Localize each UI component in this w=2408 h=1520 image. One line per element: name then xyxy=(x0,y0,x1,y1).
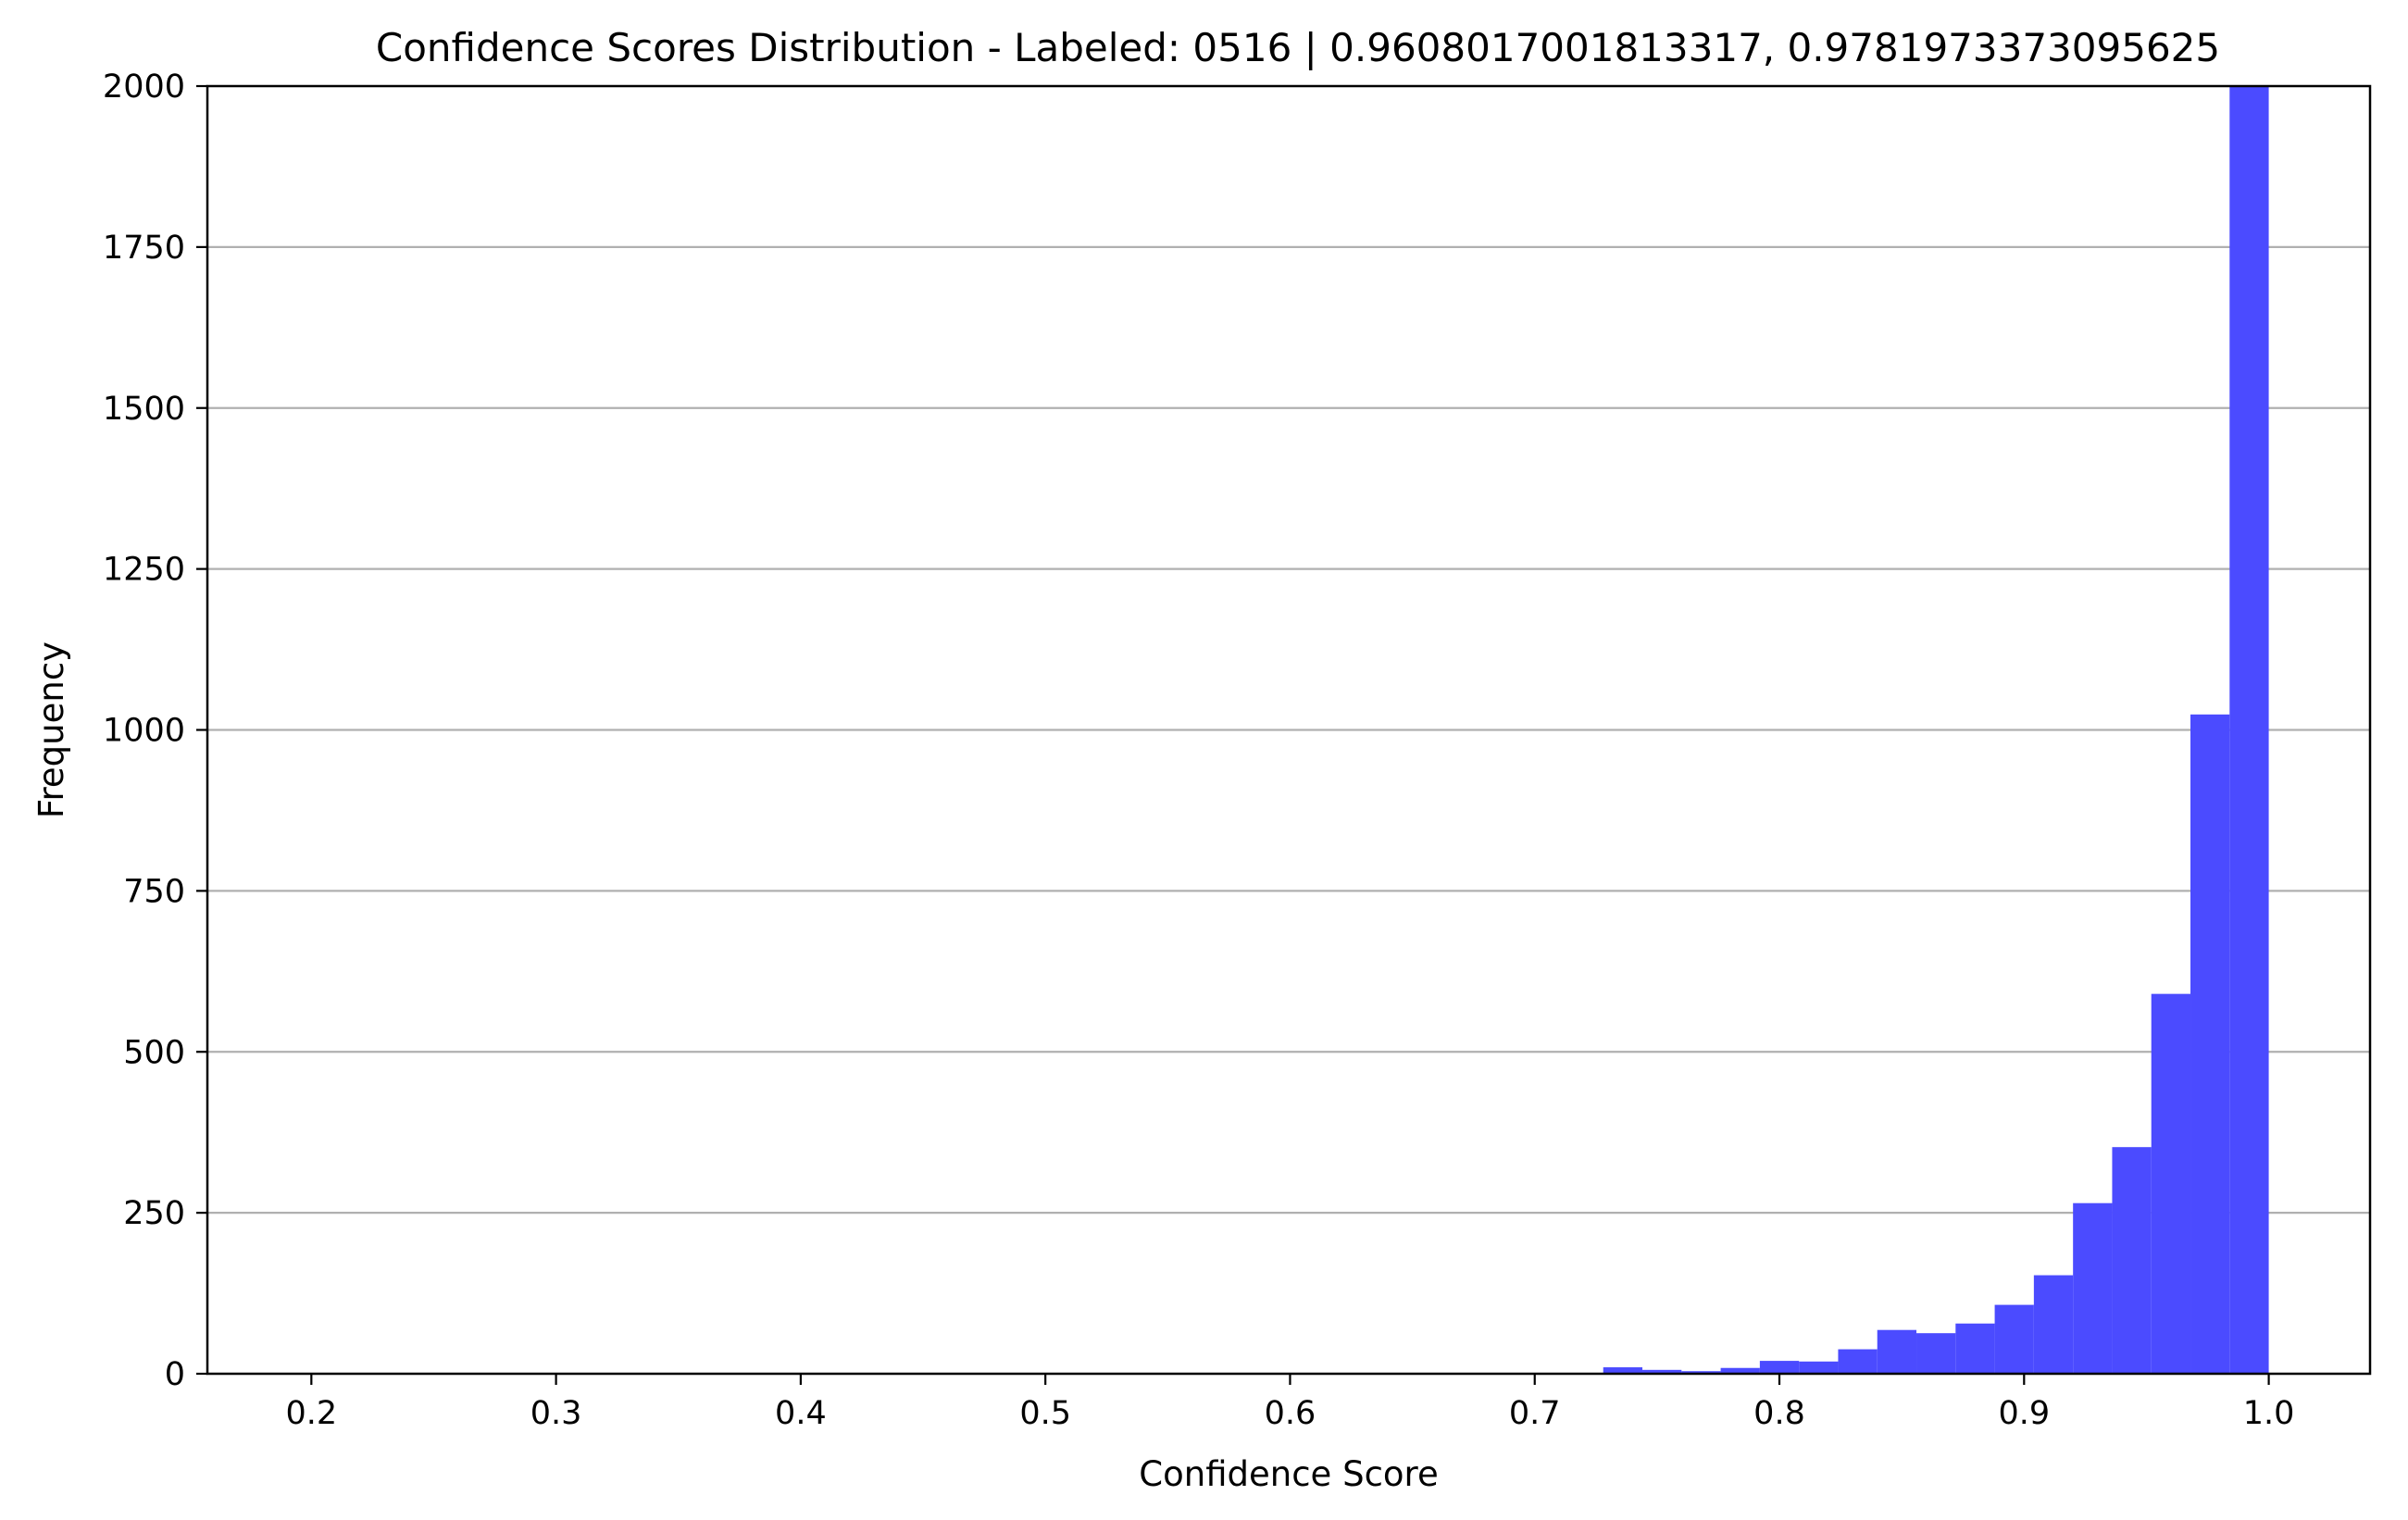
y-tick-label-6: 1500 xyxy=(103,391,185,428)
x-tick-label-8: 1.0 xyxy=(2243,1395,2295,1432)
x-tick-label-0: 0.2 xyxy=(285,1395,337,1432)
x-axis-label: Confidence Score xyxy=(1139,1454,1438,1494)
histogram-bar-11 xyxy=(1916,1333,1956,1374)
histogram-bar-5 xyxy=(1681,1371,1721,1374)
y-tick-label-0: 0 xyxy=(165,1356,185,1393)
y-axis-ticks: 0 250 500 750 1000 1250 1500 1750 2000 xyxy=(103,69,207,1393)
histogram-bar-13 xyxy=(1994,1304,2034,1374)
histogram-bar-8 xyxy=(1799,1361,1839,1374)
chart-title: Confidence Scores Distribution - Labeled… xyxy=(376,25,2220,70)
histogram-bar-16 xyxy=(2112,1147,2152,1374)
x-tick-label-4: 0.6 xyxy=(1265,1395,1316,1432)
histogram-bar-15 xyxy=(2073,1202,2113,1374)
histogram-bar-19 xyxy=(2229,86,2269,1374)
x-tick-label-5: 0.7 xyxy=(1509,1395,1561,1432)
gridlines xyxy=(207,245,2370,1215)
x-tick-label-1: 0.3 xyxy=(530,1395,582,1432)
x-tick-label-3: 0.5 xyxy=(1019,1395,1071,1432)
histogram-bar-7 xyxy=(1759,1361,1800,1374)
histogram-bar-18 xyxy=(2190,714,2230,1374)
histogram-bar-3 xyxy=(1603,1367,1643,1374)
histogram-bar-9 xyxy=(1838,1349,1878,1374)
y-tick-label-2: 500 xyxy=(123,1034,185,1071)
x-axis-ticks: 0.2 0.3 0.4 0.5 0.6 0.7 0.8 0.9 1.0 xyxy=(285,1374,2294,1432)
histogram-bar-12 xyxy=(1955,1323,1995,1374)
y-tick-label-7: 1750 xyxy=(103,230,185,267)
histogram-bar-14 xyxy=(2033,1275,2074,1374)
y-tick-label-1: 250 xyxy=(123,1195,185,1232)
y-tick-label-8: 2000 xyxy=(103,69,185,106)
x-tick-label-6: 0.8 xyxy=(1753,1395,1805,1432)
y-tick-label-4: 1000 xyxy=(103,713,185,750)
histogram-bar-17 xyxy=(2151,993,2191,1374)
y-tick-label-5: 1250 xyxy=(103,552,185,589)
y-tick-label-3: 750 xyxy=(123,873,185,910)
y-axis-label: Frequency xyxy=(31,642,71,818)
x-tick-label-2: 0.4 xyxy=(775,1395,827,1432)
bars xyxy=(898,86,2269,1374)
histogram-bar-6 xyxy=(1720,1367,1760,1374)
histogram-bar-4 xyxy=(1642,1369,1682,1374)
histogram-bar-10 xyxy=(1877,1329,1917,1374)
x-tick-label-7: 0.9 xyxy=(1998,1395,2050,1432)
